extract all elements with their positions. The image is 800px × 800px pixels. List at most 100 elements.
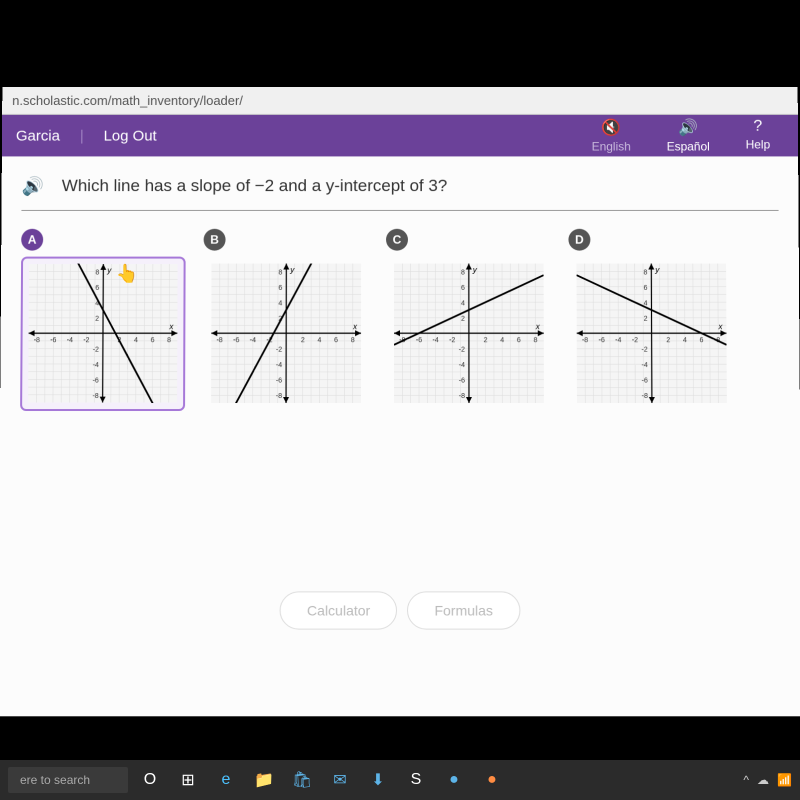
svg-text:-8: -8: [275, 394, 281, 401]
svg-text:-6: -6: [275, 378, 281, 385]
sound-icon: 🔊: [667, 118, 710, 138]
svg-text:8: 8: [278, 270, 282, 277]
english-label: English: [592, 140, 631, 154]
svg-text:2: 2: [460, 316, 464, 323]
svg-text:-8: -8: [641, 394, 647, 401]
cortana-icon[interactable]: O: [134, 764, 166, 796]
question-text: Which line has a slope of −2 and a y-int…: [62, 174, 447, 198]
audio-play-icon[interactable]: 🔊: [22, 176, 44, 197]
svg-text:8: 8: [643, 270, 647, 277]
option-b[interactable]: B 2468-2-4-6-8-8-6-4-22468xy: [203, 229, 368, 411]
svg-text:-2: -2: [631, 337, 637, 344]
svg-text:8: 8: [533, 337, 537, 344]
calculator-button[interactable]: Calculator: [280, 591, 397, 629]
sound-muted-icon: 🔇: [592, 118, 631, 138]
graph-b: 2468-2-4-6-8-8-6-4-22468xy: [203, 256, 368, 410]
svg-text:4: 4: [682, 337, 686, 344]
espanol-label: Español: [667, 140, 710, 154]
svg-text:-4: -4: [275, 362, 281, 369]
svg-text:8: 8: [167, 337, 171, 344]
svg-text:6: 6: [278, 285, 282, 292]
svg-text:-6: -6: [641, 378, 647, 385]
app2-icon[interactable]: ●: [438, 764, 470, 796]
explorer-icon[interactable]: 📁: [248, 764, 280, 796]
svg-text:8: 8: [460, 270, 464, 277]
svg-text:-2: -2: [83, 337, 89, 344]
store-icon[interactable]: 🛍: [286, 764, 318, 796]
app3-icon[interactable]: ●: [476, 764, 508, 796]
svg-text:-4: -4: [458, 362, 464, 369]
svg-text:-4: -4: [432, 337, 438, 344]
option-b-badge: B: [204, 229, 226, 251]
svg-text:-8: -8: [581, 337, 587, 344]
taskview-icon[interactable]: ⊞: [172, 764, 204, 796]
svg-text:-2: -2: [275, 347, 281, 354]
svg-text:-8: -8: [34, 337, 40, 344]
svg-text:-2: -2: [449, 337, 455, 344]
svg-text:-6: -6: [598, 337, 604, 344]
svg-text:4: 4: [317, 337, 321, 344]
app-icon[interactable]: S: [400, 764, 432, 796]
graph-d: 2468-2-4-6-8-8-6-4-22468xy: [569, 256, 734, 410]
svg-text:2: 2: [643, 316, 647, 323]
svg-text:-2: -2: [93, 347, 99, 354]
mail-icon[interactable]: ✉: [324, 764, 356, 796]
svg-text:4: 4: [278, 301, 282, 308]
svg-text:4: 4: [460, 301, 464, 308]
option-a[interactable]: A 2468-2-4-6-8-8-6-4-22468xy 👆: [20, 229, 186, 411]
user-name: Garcia: [12, 127, 64, 144]
graph-c: 2468-2-4-6-8-8-6-4-22468xy: [386, 256, 551, 410]
option-d[interactable]: D 2468-2-4-6-8-8-6-4-22468xy: [568, 229, 733, 411]
options-row: A 2468-2-4-6-8-8-6-4-22468xy 👆 B 2468-2-…: [20, 229, 780, 411]
svg-text:-8: -8: [458, 394, 464, 401]
espanol-button[interactable]: 🔊 Español: [649, 114, 728, 158]
svg-text:-4: -4: [641, 362, 647, 369]
formulas-button[interactable]: Formulas: [407, 591, 520, 629]
separator: [21, 210, 778, 211]
svg-text:-6: -6: [50, 337, 56, 344]
svg-text:-6: -6: [458, 378, 464, 385]
app-header: Garcia | Log Out 🔇 English 🔊 Español ? H…: [2, 115, 798, 157]
graph-a: 2468-2-4-6-8-8-6-4-22468xy: [20, 256, 186, 410]
svg-text:-4: -4: [249, 337, 255, 344]
taskbar-search[interactable]: ere to search: [8, 767, 128, 793]
english-button[interactable]: 🔇 English: [574, 114, 649, 158]
svg-text:-6: -6: [415, 337, 421, 344]
tray-wifi-icon[interactable]: 📶: [777, 773, 792, 787]
tray-chevron-icon[interactable]: ^: [743, 773, 749, 787]
tray-cloud-icon[interactable]: ☁: [757, 773, 769, 787]
svg-text:6: 6: [95, 285, 99, 292]
svg-text:-2: -2: [641, 347, 647, 354]
dropbox-icon[interactable]: ⬇: [362, 764, 394, 796]
divider: |: [76, 127, 88, 144]
svg-text:8: 8: [350, 337, 354, 344]
svg-text:4: 4: [500, 337, 504, 344]
svg-text:-8: -8: [216, 337, 222, 344]
svg-text:2: 2: [95, 316, 99, 323]
help-icon: ?: [745, 118, 770, 136]
content-area: 🔊 Which line has a slope of −2 and a y-i…: [0, 156, 800, 716]
svg-text:-2: -2: [458, 347, 464, 354]
svg-text:6: 6: [460, 285, 464, 292]
svg-text:4: 4: [134, 337, 138, 344]
svg-text:-6: -6: [93, 378, 99, 385]
url-bar: n.scholastic.com/math_inventory/loader/: [2, 87, 798, 115]
svg-text:2: 2: [483, 337, 487, 344]
option-a-badge: A: [21, 229, 43, 251]
svg-text:2: 2: [300, 337, 304, 344]
cursor-icon: 👆: [116, 263, 138, 284]
edge-icon[interactable]: e: [210, 764, 242, 796]
help-button[interactable]: ? Help: [728, 114, 789, 158]
svg-text:6: 6: [699, 337, 703, 344]
option-c[interactable]: C 2468-2-4-6-8-8-6-4-22468xy: [386, 229, 551, 411]
option-d-badge: D: [568, 229, 590, 251]
taskbar: ere to search O ⊞ e 📁 🛍 ✉ ⬇ S ● ● ^ ☁ 📶: [0, 760, 800, 800]
option-c-badge: C: [386, 229, 408, 251]
svg-text:2: 2: [666, 337, 670, 344]
svg-text:6: 6: [151, 337, 155, 344]
help-label: Help: [746, 138, 771, 152]
svg-text:-8: -8: [92, 393, 98, 400]
logout-link[interactable]: Log Out: [100, 127, 161, 144]
svg-text:8: 8: [95, 270, 99, 277]
svg-text:6: 6: [334, 337, 338, 344]
